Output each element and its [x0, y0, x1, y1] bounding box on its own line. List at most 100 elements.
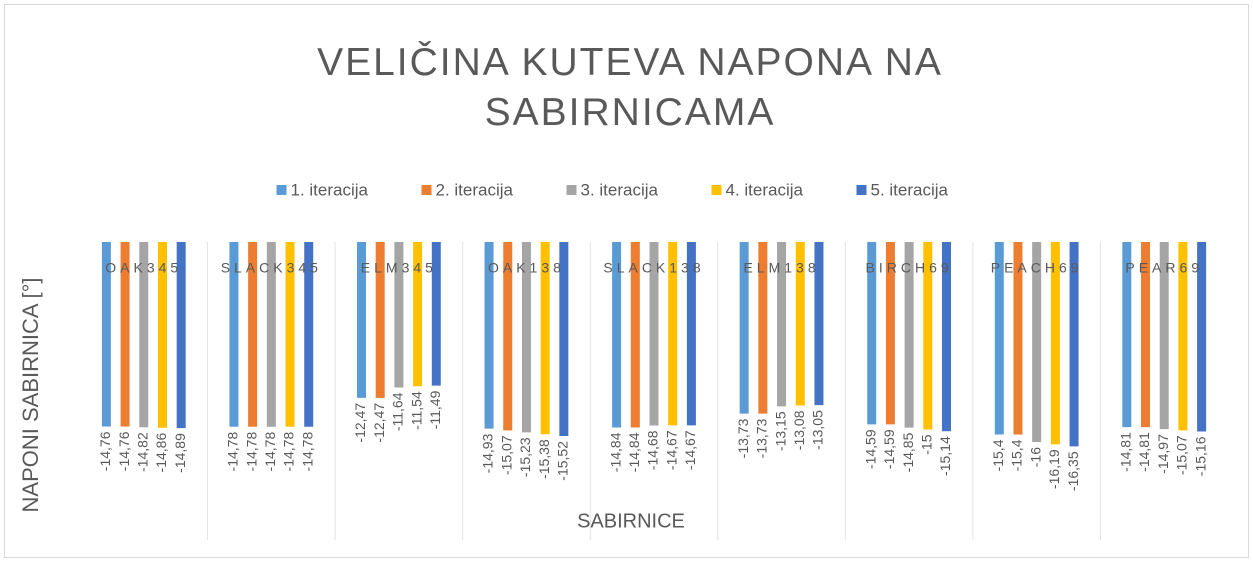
value-label: -14,89	[172, 433, 188, 473]
legend-swatch	[856, 185, 867, 195]
bar	[686, 242, 696, 426]
value-label: -15,4	[990, 439, 1006, 471]
x-tick-label: ELM138	[743, 260, 819, 276]
legend-label: 4. iteracija	[726, 180, 804, 199]
value-label: -15,07	[498, 435, 514, 475]
value-label: -14,78	[225, 432, 241, 472]
x-tick-label: SLACK345	[221, 260, 322, 276]
bar	[1013, 242, 1023, 435]
value-label: -14,68	[645, 430, 661, 470]
value-label: -14,81	[1136, 432, 1152, 472]
bar	[484, 242, 494, 429]
bar	[176, 242, 186, 429]
bar	[758, 242, 768, 414]
x-axis-title: SABIRNICE	[577, 510, 685, 532]
value-label: -15	[919, 434, 935, 454]
bar	[101, 242, 111, 427]
legend-label: 5. iteracija	[871, 180, 949, 199]
bar	[923, 242, 933, 430]
value-label: -14,67	[663, 430, 679, 470]
value-label: -15,23	[517, 437, 533, 477]
x-tick-label: ELM345	[361, 260, 437, 276]
bar	[356, 242, 366, 398]
value-label: -12,47	[371, 403, 387, 443]
bar	[630, 242, 640, 428]
x-tick-label: OAK345	[105, 260, 182, 276]
value-label: -15,52	[555, 441, 571, 481]
bar	[375, 242, 385, 398]
bar	[777, 242, 787, 407]
chart-border	[4, 4, 1249, 558]
bar	[1032, 242, 1042, 442]
value-label: -13,73	[754, 418, 770, 458]
bar	[139, 242, 149, 428]
bar	[649, 242, 659, 426]
bar	[120, 242, 130, 427]
bar	[885, 242, 895, 425]
value-label: -14,85	[900, 432, 916, 472]
y-axis-title: NAPONI SABIRNICA [°]	[18, 278, 43, 513]
value-label: -14,93	[480, 433, 496, 473]
bar	[668, 242, 678, 426]
legend-swatch	[276, 185, 287, 195]
bar	[1197, 242, 1207, 432]
bar	[814, 242, 824, 406]
x-tick-label: SLACK138	[603, 260, 704, 276]
value-label: -14,78	[262, 432, 278, 472]
bar	[867, 242, 877, 425]
value-label: -13,15	[772, 411, 788, 451]
value-label: -16,19	[1046, 449, 1062, 489]
bar	[248, 242, 258, 427]
x-tick-label: OAK138	[488, 260, 565, 276]
value-label: -14,78	[299, 432, 315, 472]
value-label: -15,38	[536, 439, 552, 479]
value-label: -14,81	[1118, 432, 1134, 472]
bar	[1178, 242, 1188, 431]
x-tick-label: PEACH69	[991, 260, 1083, 276]
bar	[503, 242, 513, 431]
bar	[1122, 242, 1132, 428]
bar	[1069, 242, 1079, 447]
bar	[431, 242, 441, 386]
value-label: -14,67	[682, 430, 698, 470]
value-label: -14,78	[243, 432, 259, 472]
bar	[157, 242, 167, 428]
bar	[942, 242, 952, 432]
bar	[1159, 242, 1169, 430]
value-label: -14,84	[626, 432, 642, 472]
value-label: -15,16	[1192, 436, 1208, 476]
bar	[394, 242, 404, 388]
bar	[612, 242, 622, 428]
bar	[1050, 242, 1060, 445]
value-label: -14,59	[881, 429, 897, 469]
value-label: -15,14	[937, 436, 953, 476]
value-label: -13,73	[735, 418, 751, 458]
legend-label: 1. iteracija	[291, 180, 369, 199]
value-label: -14,59	[862, 429, 878, 469]
chart-title: VELIČINA KUTEVA NAPONA NA SABIRNICAMA	[317, 41, 943, 134]
bar	[904, 242, 914, 428]
value-label: -11,49	[427, 390, 443, 429]
value-label: -13,08	[791, 410, 807, 450]
legend-label: 2. iteracija	[436, 180, 514, 199]
bar	[739, 242, 749, 414]
value-label: -14,76	[116, 431, 132, 471]
x-tick-label: BIRCH69	[866, 260, 953, 276]
bar	[229, 242, 239, 427]
bar	[413, 242, 423, 387]
value-label: -14,86	[153, 433, 169, 473]
legend-swatch	[421, 185, 432, 195]
value-label: -14,78	[281, 432, 297, 472]
value-label: -11,64	[390, 392, 406, 431]
value-label: -12,47	[352, 403, 368, 443]
bar	[1141, 242, 1151, 428]
bar	[540, 242, 550, 435]
value-label: -15,07	[1174, 435, 1190, 475]
value-label: -13,05	[810, 410, 826, 450]
value-label: -11,54	[408, 391, 424, 430]
legend-swatch	[566, 185, 577, 195]
bar	[266, 242, 276, 427]
bar	[285, 242, 295, 427]
